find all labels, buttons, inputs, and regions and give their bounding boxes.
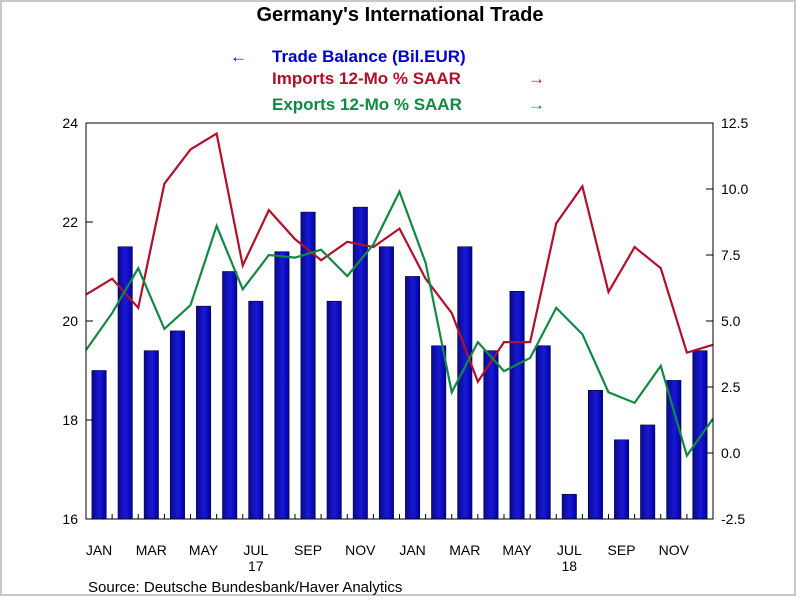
- x-tick-label: MAR: [136, 542, 167, 558]
- legend-label-trade-balance: Trade Balance (Bil.EUR): [272, 47, 466, 66]
- bar-trade-balance: [587, 389, 603, 520]
- legend-trade-balance: ← Trade Balance (Bil.EUR): [230, 47, 466, 66]
- bar-trade-balance: [614, 439, 630, 520]
- legend-arrow-exports: →: [528, 95, 545, 114]
- legend-imports: Imports 12-Mo % SAAR →: [272, 69, 545, 88]
- chart-title: Germany's International Trade: [256, 4, 543, 26]
- bar-trade-balance: [483, 350, 499, 520]
- legend-exports: Exports 12-Mo % SAAR →: [272, 95, 545, 114]
- bar-trade-balance: [300, 211, 316, 520]
- left-tick-label: 16: [62, 511, 78, 527]
- series-lines: [85, 131, 714, 459]
- line-exports: [85, 188, 714, 459]
- x-tick-label: SEP: [608, 542, 636, 558]
- x-tick-label: JAN: [399, 542, 425, 558]
- bar-trade-balance: [666, 380, 682, 520]
- axes: 16 18 20 22 24 -2.5 0.0 2.5 5.0 7.5 10.0 12.5 JAN MAR…: [62, 115, 748, 574]
- bar-trade-balance: [692, 350, 708, 520]
- bar-trade-balance: [248, 300, 264, 520]
- right-tick-label: 2.5: [721, 379, 741, 395]
- left-tick-label: 20: [62, 313, 78, 329]
- x-tick-label: SEP: [294, 542, 322, 558]
- source-note: Source: Deutsche Bundesbank/Haver Analyt…: [88, 579, 402, 596]
- legend: ← Trade Balance (Bil.EUR) Imports 12-Mo …: [230, 47, 545, 114]
- year-label: 17: [248, 558, 264, 574]
- bar-trade-balance: [274, 251, 290, 520]
- line-imports: [85, 131, 714, 385]
- bar-trade-balance: [143, 350, 159, 520]
- bar-trade-balance: [431, 345, 447, 520]
- left-tick-label: 18: [62, 412, 78, 428]
- left-tick-label: 22: [62, 214, 78, 230]
- bar-trade-balance: [91, 370, 107, 520]
- bar-trade-balance: [196, 305, 212, 520]
- right-tick-label: 0.0: [721, 445, 741, 461]
- legend-label-imports: Imports 12-Mo % SAAR: [272, 69, 461, 88]
- year-label: 18: [562, 558, 578, 574]
- bar-trade-balance: [535, 345, 551, 520]
- x-tick-label: NOV: [659, 542, 690, 558]
- trade-balance-bars: [91, 206, 708, 520]
- right-tick-label: 7.5: [721, 247, 741, 263]
- legend-label-exports: Exports 12-Mo % SAAR: [272, 95, 462, 114]
- legend-arrow-imports: →: [528, 69, 545, 88]
- legend-arrow-trade-balance: ←: [230, 47, 247, 66]
- x-tick-label: JUL: [557, 542, 582, 558]
- bar-trade-balance: [326, 300, 342, 520]
- x-tick-label: JUL: [243, 542, 268, 558]
- x-tick-label: MAR: [449, 542, 480, 558]
- bar-trade-balance: [169, 330, 185, 520]
- bar-trade-balance: [222, 271, 238, 520]
- left-tick-label: 24: [62, 115, 78, 131]
- bar-trade-balance: [405, 276, 421, 520]
- bar-trade-balance: [457, 246, 473, 520]
- x-tick-label: MAY: [189, 542, 219, 558]
- x-tick-label: NOV: [345, 542, 376, 558]
- x-tick-label: JAN: [86, 542, 112, 558]
- right-tick-label: 12.5: [721, 115, 748, 131]
- bar-trade-balance: [640, 424, 656, 520]
- bar-trade-balance: [378, 246, 394, 520]
- right-tick-label: 10.0: [721, 181, 748, 197]
- right-tick-label: -2.5: [721, 511, 745, 527]
- bar-trade-balance: [561, 493, 577, 520]
- right-tick-label: 5.0: [721, 313, 741, 329]
- bar-trade-balance: [509, 290, 525, 520]
- x-tick-label: MAY: [502, 542, 532, 558]
